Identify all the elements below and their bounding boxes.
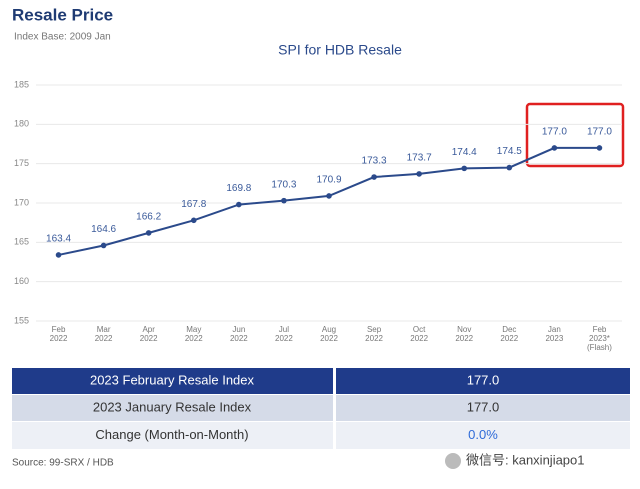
point — [55, 252, 62, 258]
point — [145, 230, 152, 236]
table: 2023 February Resale Index 177.0 2023 Janu… — [12, 368, 630, 449]
point — [326, 193, 332, 199]
data-label: 177.0 — [587, 127, 612, 138]
x-tick-label: 2023* — [589, 334, 610, 343]
data-label: 173.7 — [407, 153, 432, 164]
data-label: 177.0 — [542, 127, 567, 138]
x-tick-label: 2022 — [410, 334, 428, 343]
point — [190, 217, 197, 224]
x-tick-label: 2022 — [140, 334, 158, 343]
row-label: 2023 February Resale Index — [90, 372, 255, 387]
x-tick-label: Feb — [593, 325, 607, 334]
table-cell — [12, 395, 333, 421]
x-tick-label: 2022 — [95, 334, 113, 343]
watermark-icon — [445, 453, 461, 469]
data-label: 173.3 — [362, 156, 387, 167]
table-cell — [12, 368, 333, 394]
x-tick-label: Feb — [52, 325, 66, 334]
x-tick-label: 2022 — [365, 334, 383, 343]
source: Source: 99-SRX / HDB — [12, 458, 114, 469]
point — [551, 145, 558, 151]
x-tick-label: Nov — [457, 325, 471, 334]
x-tick-label: 2022 — [500, 334, 518, 343]
row-label: 2023 January Resale Index — [93, 399, 252, 414]
row-value: 0.0% — [468, 427, 498, 442]
table-cell — [336, 368, 630, 394]
row-value: 177.0 — [467, 399, 500, 414]
data-label: 166.2 — [136, 212, 161, 223]
y-tick-label: 180 — [14, 119, 29, 129]
y-tick-label: 175 — [14, 158, 29, 168]
x-tick-label: Jun — [232, 325, 245, 334]
x-tick-label: 2022 — [185, 334, 203, 343]
x-tick-label: 2022 — [275, 334, 293, 343]
x-tick-label: Oct — [413, 325, 426, 334]
data-label: 163.4 — [46, 234, 71, 245]
table-cell — [336, 422, 630, 449]
data-label: 170.3 — [271, 179, 296, 190]
point — [281, 197, 287, 204]
plot: 155160165170175180185Feb2022Mar2022Apr20… — [14, 79, 622, 352]
point — [506, 164, 513, 171]
chart-title: SPI for HDB Resale — [278, 42, 402, 58]
data-label: 174.5 — [497, 146, 522, 157]
x-tick-label: Jul — [279, 325, 289, 334]
y-tick-label: 170 — [14, 197, 29, 207]
x-tick-label: May — [186, 325, 201, 334]
point — [100, 242, 107, 249]
y-tick-label: 155 — [14, 315, 29, 325]
x-tick-label: Aug — [322, 325, 336, 334]
page-title: Resale Price — [12, 5, 113, 24]
table-cell — [12, 422, 333, 449]
x-tick-label: 2022 — [230, 334, 248, 343]
data-label: 170.9 — [316, 175, 341, 186]
x-tick-label: 2022 — [455, 334, 473, 343]
point — [461, 165, 468, 172]
y-tick-label: 185 — [14, 79, 29, 89]
row-label: Change (Month-on-Month) — [95, 427, 248, 442]
highlight-box — [525, 102, 625, 168]
point — [236, 201, 242, 208]
y-tick-label: 160 — [14, 276, 29, 286]
x-tick-label: Dec — [502, 325, 516, 334]
row-value: 177.0 — [467, 372, 500, 387]
watermark: 微信号: kanxinjiapo1 — [466, 452, 585, 467]
x-tick-label: Sep — [367, 325, 382, 334]
point — [416, 171, 422, 177]
data-label: 164.6 — [91, 224, 116, 235]
x-tick-label: Mar — [97, 325, 111, 334]
data-label: 167.8 — [181, 199, 206, 210]
y-tick-label: 165 — [14, 237, 29, 247]
x-tick-label: (Flash) — [587, 343, 612, 352]
point — [371, 174, 377, 180]
x-tick-label: Jan — [548, 325, 561, 334]
x-tick-label: 2022 — [50, 334, 68, 343]
table-cell — [336, 395, 630, 421]
x-tick-label: 2023 — [545, 334, 563, 343]
data-label: 169.8 — [226, 183, 251, 194]
point — [596, 145, 603, 151]
data-label: 174.4 — [452, 147, 477, 158]
x-tick-label: Apr — [142, 325, 155, 334]
subtitle: Index Base: 2009 Jan — [14, 32, 111, 43]
x-tick-label: 2022 — [320, 334, 338, 343]
